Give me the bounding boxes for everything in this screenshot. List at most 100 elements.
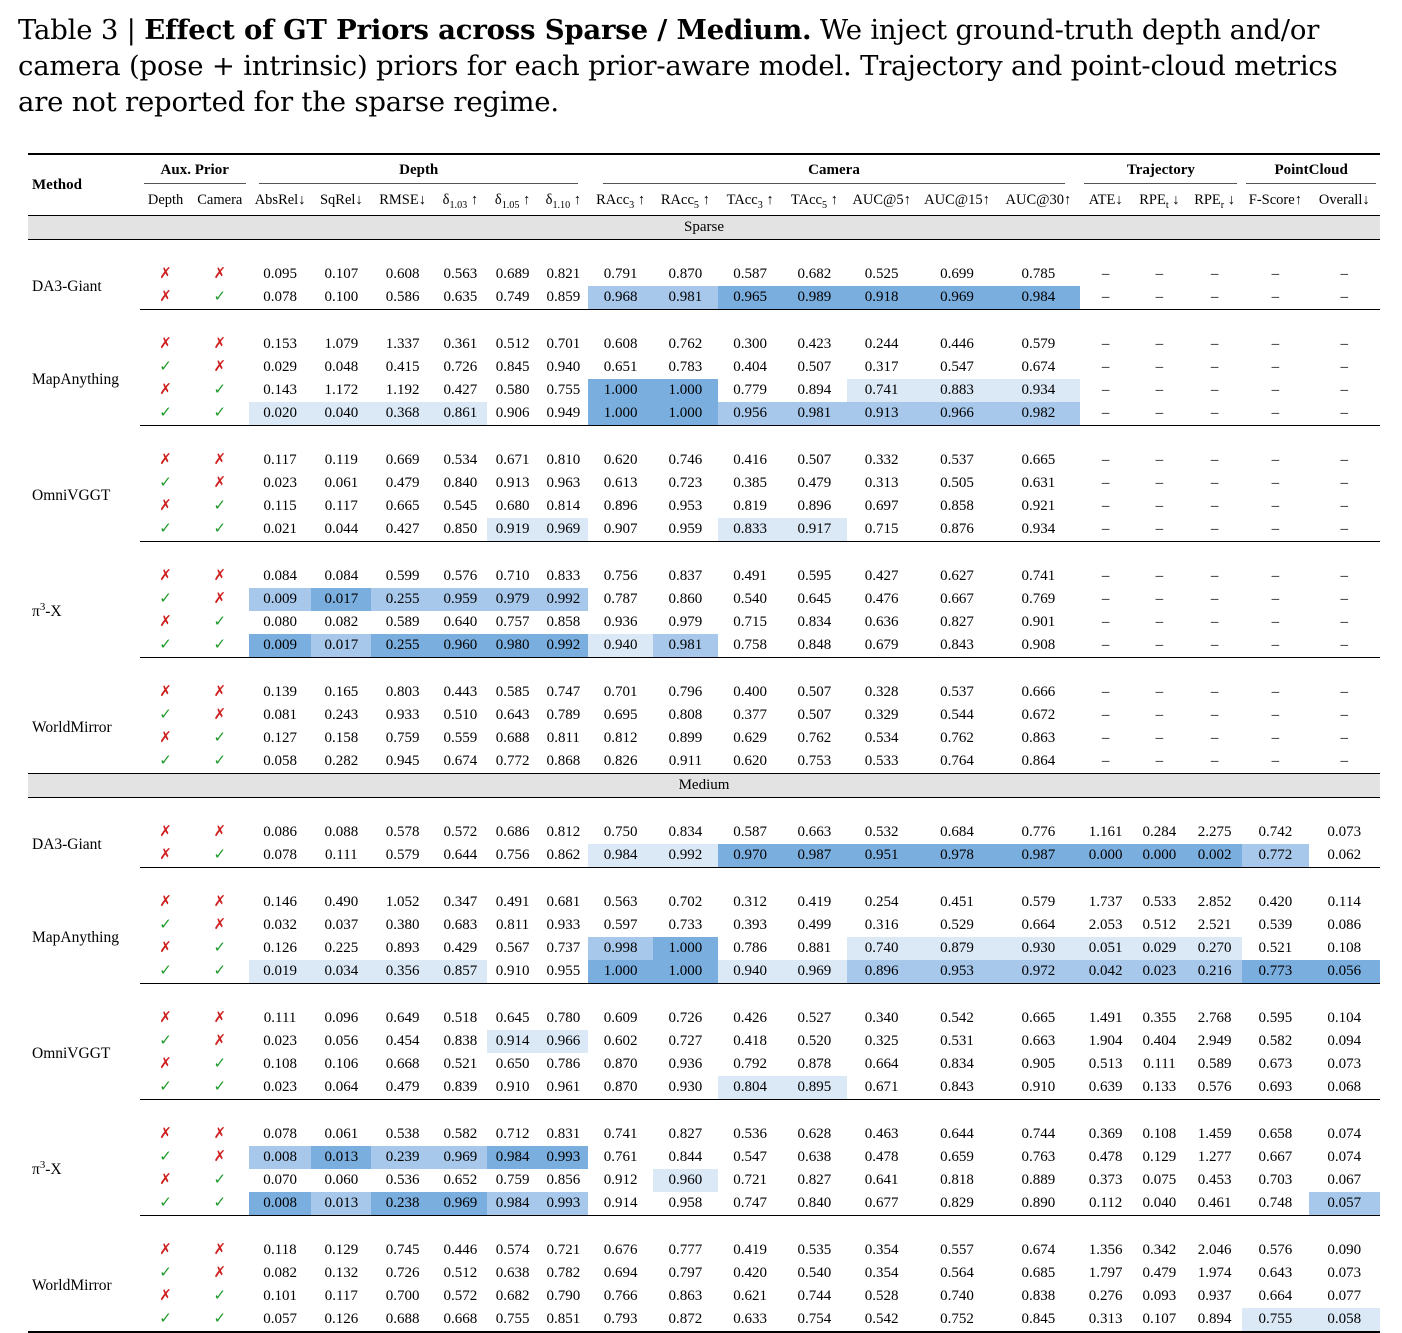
metric-cell: – [1271,359,1280,375]
metric-cell: 0.451 [940,894,974,910]
metric-cell: – [1187,402,1243,426]
metric-cell: 0.538 [385,1126,420,1142]
metric-cell: 0.643 [1258,1265,1293,1281]
method-name: π3-X [32,600,62,620]
metric-cell: 0.090 [1327,1242,1362,1258]
spacer-cell [28,984,1380,1008]
metric-cell: 1.161 [1088,824,1123,840]
metric-cell: 0.426 [733,1010,767,1026]
metric-cell: – [1210,684,1219,700]
metric-cell: 0.899 [668,730,703,746]
table-row: ✗ ✓ 0.143 1.172 1.192 0.427 0.580 0.755 1.000 1.0… [28,379,1380,402]
metric-cell: 0.532 [864,824,899,840]
metric-cell: 0.427 [371,518,434,542]
metric-cell: 0.127 [263,730,297,746]
metric-cell: 0.744 [1021,1126,1056,1142]
metric-cell: 0.756 [603,568,638,584]
metric-cell: 0.819 [733,498,767,514]
metric-cell: 0.023 [248,1076,312,1100]
metric-cell: 0.146 [263,894,297,910]
metric-cell: 0.651 [603,359,638,375]
metric-cell: 0.744 [797,1288,832,1304]
metric-cell: 0.585 [495,684,530,700]
metric-cell: 0.782 [546,1265,581,1281]
spacer-cell [28,426,1380,450]
metric-cell: 0.355 [1142,1010,1177,1026]
metric-cell: 0.478 [864,1149,899,1165]
table-row: MapAnything ✗ ✗ 0.153 1.079 1.337 0.361 0.512 0.… [28,333,1380,388]
camera-prior-mark: ✗ [213,917,227,933]
metric-cell: 0.960 [433,634,487,658]
metric-cell: 0.547 [940,359,974,375]
metric-cell: 0.244 [864,336,899,352]
metric-cell: 0.665 [1021,452,1056,468]
metric-cell: 0.463 [864,1126,899,1142]
metric-cell: 0.507 [797,684,832,700]
depth-prior-mark: ✓ [140,750,191,774]
metric-cell: 0.793 [588,1308,653,1333]
metric-cell: 0.086 [1327,917,1362,933]
metric-cell: – [1101,684,1110,700]
metric-cell: 0.701 [603,684,638,700]
metric-cell: 0.443 [443,684,478,700]
metric-cell: 0.833 [718,518,783,542]
caption-text: We inject ground-truth depth and/or came… [18,14,1338,118]
metric-cell: 0.845 [495,359,530,375]
metric-cell: 0.747 [718,1192,783,1216]
metric-cell: 0.111 [263,1010,297,1026]
metric-cell: – [1308,518,1380,542]
metric-cell: 0.446 [940,336,974,352]
metric-cell: 0.574 [495,1242,530,1258]
metric-cell: 0.827 [797,1172,832,1188]
metric-cell: 0.537 [940,684,974,700]
metric-cell: – [1187,286,1243,310]
metric-cell: 0.000 [1079,844,1132,868]
metric-cell: 0.564 [940,1265,974,1281]
metric-cell: 1.356 [1088,1242,1123,1258]
metric-cell: 0.681 [546,894,581,910]
metric-cell: 0.940 [718,960,783,984]
metric-cell: – [1340,382,1349,398]
metric-cell: 0.868 [538,750,589,774]
metric-cell: 0.697 [864,498,899,514]
metric-cell: 2.852 [1197,894,1232,910]
metric-cell: 1.052 [385,894,420,910]
camera-prior-mark: ✓ [213,614,227,630]
camera-prior-mark: ✓ [213,1056,227,1072]
table-row: ✓ ✓ 0.058 0.282 0.945 0.674 0.772 0.868 0.826 0.9… [28,750,1380,774]
metric-cell: 0.528 [864,1288,899,1304]
metric-cell: 0.980 [486,634,539,658]
depth-prior-mark: ✗ [140,286,191,310]
metric-cell: 2.768 [1197,1010,1232,1026]
metric-cell: 0.792 [733,1056,767,1072]
metric-cell: 0.518 [443,1010,478,1026]
metric-cell: 0.912 [603,1172,638,1188]
depth-prior-mark: ✓ [159,359,172,375]
depth-prior-mark: ✗ [159,730,172,746]
table-row: ✓ ✓ 0.019 0.034 0.356 0.857 0.910 0.955 1.000 1.0… [28,960,1380,984]
method-name: OmniVGGT [32,486,111,504]
metric-cell: 0.715 [846,518,917,542]
camera-prior-mark: ✗ [213,475,227,491]
metric-cell: 0.914 [588,1192,653,1216]
metric-cell: 0.772 [486,750,539,774]
metric-cell: 0.963 [546,475,581,491]
metric-cell: 0.727 [668,1033,703,1049]
depth-prior-mark: ✓ [159,1265,172,1281]
column-header: δ1.05 ↑ [486,185,539,216]
metric-cell: 0.143 [263,382,297,398]
camera-prior-mark: ✗ [213,894,227,910]
metric-cell: 0.893 [385,940,420,956]
metric-cell: 0.992 [652,844,718,868]
metric-cell: 0.693 [1242,1076,1309,1100]
metric-cell: 0.534 [864,730,899,746]
metric-cell: 0.505 [940,475,974,491]
metric-cell: 0.479 [371,1076,434,1100]
depth-prior-mark: ✗ [159,894,172,910]
group-spacer [28,542,1380,566]
column-header: Depth [140,185,191,216]
metric-cell: 0.427 [443,382,478,398]
metric-cell: 0.740 [846,937,917,960]
metric-cell: 0.058 [1308,1308,1380,1333]
spacer-cell [28,658,1380,682]
